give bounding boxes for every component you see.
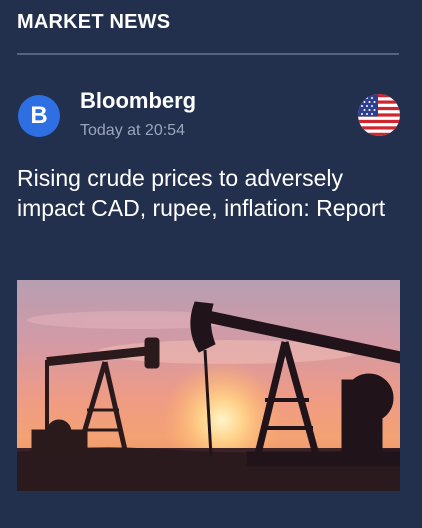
publish-time: Today at 20:54 xyxy=(80,122,185,140)
section-title: MARKET NEWS xyxy=(17,11,170,34)
article-image[interactable] xyxy=(17,280,400,491)
source-name: Bloomberg xyxy=(80,88,196,114)
header-divider xyxy=(17,53,399,55)
us-flag-icon xyxy=(358,94,400,136)
oil-pumpjacks-sunset-photo xyxy=(17,280,400,491)
bloomberg-logo-icon: B xyxy=(18,95,60,137)
article-headline[interactable]: Rising crude prices to adversely impact … xyxy=(17,163,402,223)
source-initial: B xyxy=(30,102,47,130)
